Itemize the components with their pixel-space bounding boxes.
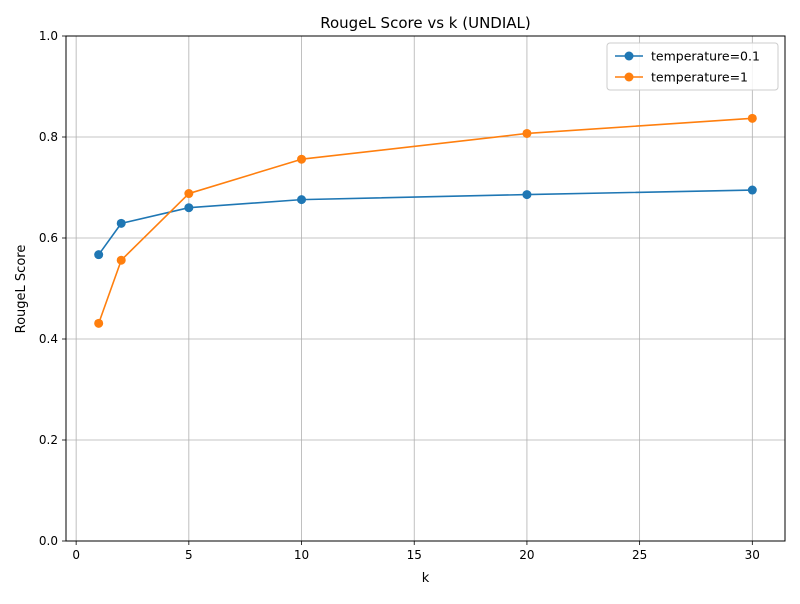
legend-box <box>606 42 779 91</box>
plot-area-frame <box>65 35 786 542</box>
legend-label: temperature=0.1 <box>651 49 760 64</box>
legend-marker <box>624 51 634 61</box>
y-tick-label: 1.0 <box>39 29 58 43</box>
y-tick-label: 0.4 <box>39 332 58 346</box>
legend-marker <box>624 72 634 82</box>
x-axis-label: k <box>422 571 430 586</box>
x-tick-label: 25 <box>632 548 647 562</box>
y-tick-label: 0.2 <box>39 433 58 447</box>
legend: temperature=0.1 temperature=1 <box>606 42 779 91</box>
x-tick-label: 15 <box>407 548 422 562</box>
y-tick-label: 0.8 <box>39 130 58 144</box>
y-tick-label: 0.6 <box>39 231 58 245</box>
data-point <box>297 154 307 164</box>
chart-title: RougeL Score vs k (UNDIAL) <box>320 14 531 32</box>
y-tick-label: 0.0 <box>39 534 58 548</box>
data-point <box>184 189 194 199</box>
data-point <box>184 203 194 213</box>
data-point <box>747 185 757 195</box>
legend-label: temperature=1 <box>651 70 748 85</box>
data-point <box>297 195 307 205</box>
series-lines <box>94 113 757 328</box>
x-tick-label: 10 <box>294 548 309 562</box>
x-tick-label: 20 <box>519 548 534 562</box>
series-2 <box>94 113 757 328</box>
y-axis-label: RougeL Score <box>14 245 29 334</box>
data-point <box>522 128 532 138</box>
legend-item: temperature=1 <box>615 70 748 85</box>
axis-ticks: 0 5 10 15 20 25 30 0.0 0.2 0.4 0.6 0.8 1.0 <box>39 29 760 562</box>
series-line <box>98 189 753 256</box>
data-point <box>116 218 126 228</box>
x-tick-label: 0 <box>72 548 80 562</box>
series-line <box>97 117 753 324</box>
data-point <box>94 250 104 260</box>
legend-item: temperature=0.1 <box>615 49 760 64</box>
data-point <box>94 318 104 328</box>
x-tick-label: 30 <box>745 548 760 562</box>
data-point <box>522 190 532 200</box>
series-1 <box>94 185 757 260</box>
x-tick-label: 5 <box>185 548 193 562</box>
data-point <box>116 255 126 265</box>
data-point <box>747 113 757 123</box>
